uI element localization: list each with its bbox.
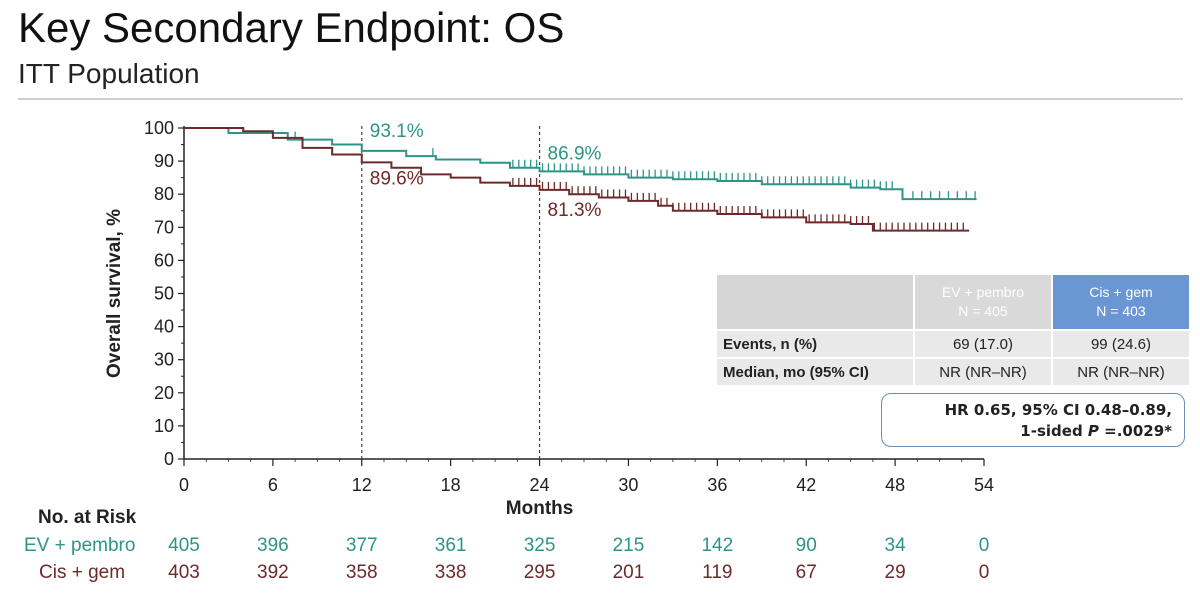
x-tick-label: 36 (707, 475, 727, 495)
x-tick-label: 6 (268, 475, 278, 495)
y-tick-label: 60 (154, 250, 174, 270)
x-tick-label: 48 (885, 475, 905, 495)
summary-header-ev-name: EV + pembro (941, 284, 1025, 300)
survival-annotation: 81.3% (548, 200, 602, 221)
x-tick-label: 18 (441, 475, 461, 495)
slide-subtitle: ITT Population (18, 58, 200, 89)
y-tick-label: 90 (154, 151, 174, 171)
risk-count: 29 (884, 562, 906, 583)
hazard-ratio-box: HR 0.65, 95% CI 0.48–0.89, 1-sided P =.0… (881, 393, 1185, 447)
risk-row-ev: 405 396 377 361 325 215 142 90 34 0 (0, 535, 1200, 559)
risk-count: 405 (168, 535, 200, 556)
risk-count: 215 (612, 535, 645, 556)
y-tick-label: 80 (154, 184, 174, 204)
risk-count: 201 (612, 562, 645, 583)
x-tick-label: 12 (352, 475, 372, 495)
summary-cell: 69 (17.0) (915, 331, 1051, 357)
summary-cell: NR (NR–NR) (1053, 359, 1189, 385)
risk-count: 403 (168, 562, 200, 583)
risk-row-cis: 403 392 358 338 295 201 119 67 29 0 (0, 562, 1200, 586)
x-tick-label: 30 (618, 475, 638, 495)
risk-count: 142 (701, 535, 734, 556)
summary-header-ev: EV + pembro N = 405 (915, 275, 1051, 329)
x-tick-label: 42 (796, 475, 816, 495)
y-tick-label: 50 (154, 284, 174, 304)
summary-row-label: Median, mo (95% CI) (717, 359, 913, 385)
x-tick-label: 54 (974, 475, 994, 495)
hazard-ratio-p-symbol: P (1087, 422, 1099, 440)
y-tick-label: 30 (154, 350, 174, 370)
title-divider (18, 98, 1183, 100)
risk-count: 90 (795, 535, 817, 556)
risk-label-ev: EV + pembro (24, 535, 136, 556)
risk-count: 0 (978, 562, 990, 583)
summary-header-blank (717, 275, 913, 329)
summary-cell: NR (NR–NR) (915, 359, 1051, 385)
summary-header-cis-n: N = 403 (1096, 303, 1146, 319)
summary-header-ev-n: N = 405 (958, 303, 1008, 319)
hazard-ratio-line2-prefix: 1-sided (1020, 422, 1088, 440)
risk-count: 67 (795, 562, 817, 583)
survival-annotation: 86.9% (548, 143, 602, 164)
summary-row-label: Events, n (%) (717, 331, 913, 357)
x-tick-label: 0 (179, 475, 189, 495)
summary-header-cis-name: Cis + gem (1089, 284, 1153, 300)
summary-header-row: EV + pembro N = 405 Cis + gem N = 403 (717, 275, 1189, 329)
y-tick-label: 70 (154, 217, 174, 237)
y-tick-label: 100 (144, 118, 174, 138)
risk-count: 361 (434, 535, 467, 556)
risk-count: 119 (702, 562, 733, 583)
hazard-ratio-line1: HR 0.65, 95% CI 0.48–0.89, (944, 401, 1172, 419)
risk-count: 377 (345, 535, 378, 556)
summary-cell: 99 (24.6) (1053, 331, 1189, 357)
y-tick-label: 10 (154, 416, 174, 436)
y-tick-label: 40 (154, 317, 174, 337)
risk-count: 392 (257, 562, 289, 583)
risk-count: 358 (345, 562, 378, 583)
risk-count: 396 (257, 535, 289, 556)
risk-count: 0 (978, 535, 990, 556)
risk-table-title: No. at Risk (38, 507, 137, 528)
y-tick-label: 0 (164, 449, 174, 469)
x-axis-label: Months (506, 498, 574, 519)
risk-count: 338 (434, 562, 467, 583)
risk-count: 34 (884, 535, 906, 556)
risk-label-cis: Cis + gem (39, 562, 126, 583)
slide-title: Key Secondary Endpoint: OS (18, 4, 565, 51)
hazard-ratio-line2: 1-sided P =.0029* (882, 421, 1172, 442)
survival-annotation: 89.6% (370, 168, 424, 189)
summary-header-cis: Cis + gem N = 403 (1053, 275, 1189, 329)
y-axis-label: Overall survival, % (104, 209, 125, 378)
x-tick-label: 24 (530, 475, 550, 495)
summary-table: EV + pembro N = 405 Cis + gem N = 403 Ev… (715, 273, 1191, 387)
y-tick-label: 20 (154, 383, 174, 403)
survival-annotation: 93.1% (370, 121, 424, 142)
risk-count: 325 (523, 535, 556, 556)
summary-row-median: Median, mo (95% CI) NR (NR–NR) NR (NR–NR… (717, 359, 1189, 385)
summary-row-events: Events, n (%) 69 (17.0) 99 (24.6) (717, 331, 1189, 357)
risk-count: 295 (523, 562, 556, 583)
hazard-ratio-p-value: =.0029* (1098, 422, 1172, 440)
